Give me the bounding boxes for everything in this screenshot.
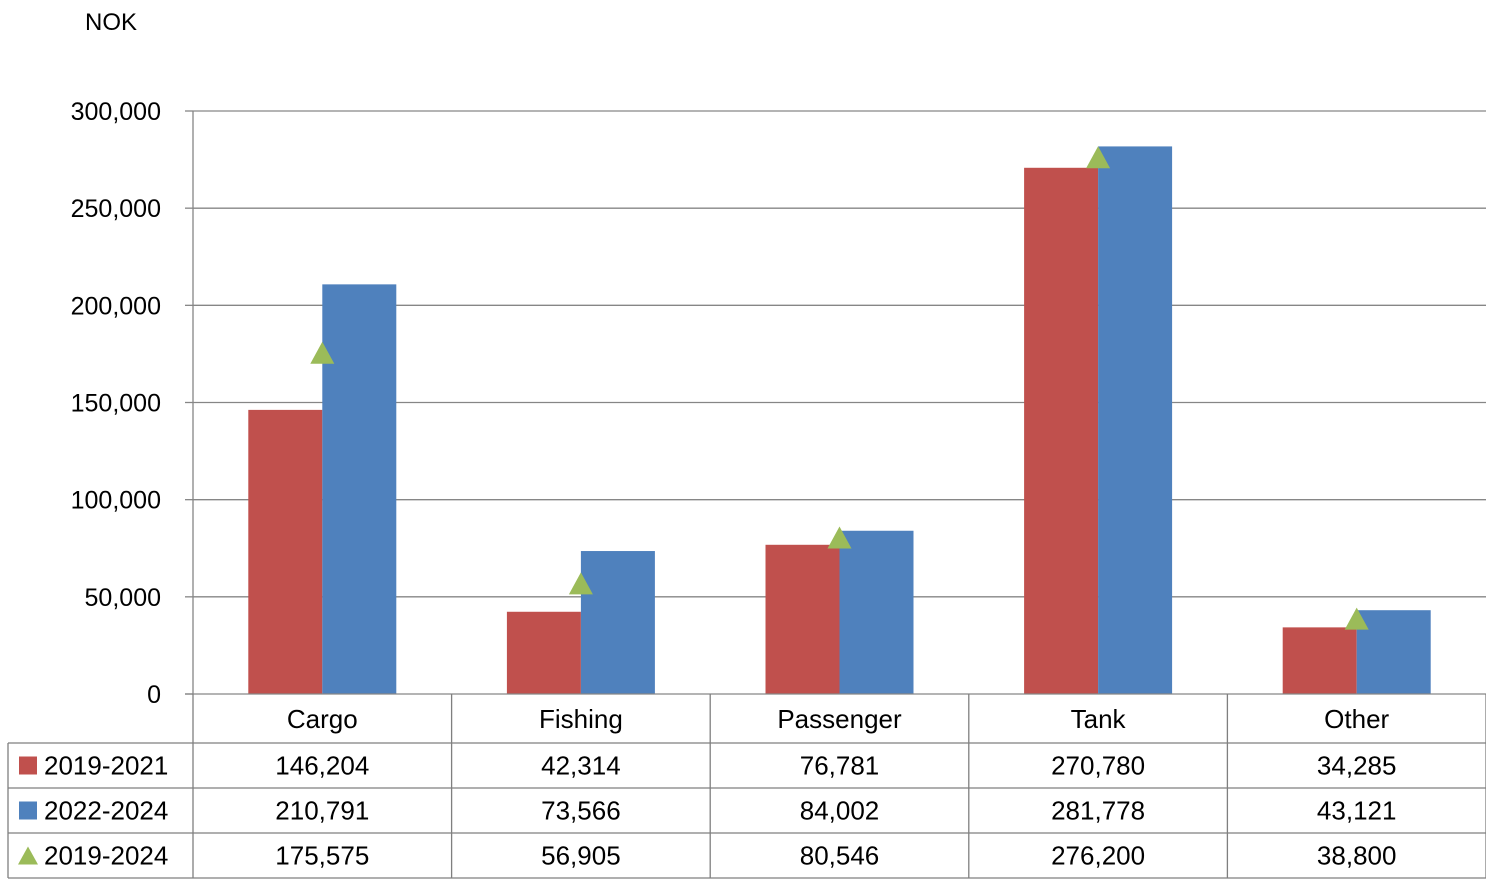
marker-2019-2024 bbox=[310, 341, 335, 364]
y-tick-label: 300,000 bbox=[71, 98, 161, 126]
category-label: Cargo bbox=[287, 704, 358, 734]
bar-2022-2024 bbox=[839, 530, 914, 694]
markers bbox=[310, 146, 1369, 630]
legend-swatch-2019-2024 bbox=[18, 846, 38, 865]
table-cell-value: 38,800 bbox=[1317, 841, 1397, 871]
table-cell-value: 76,781 bbox=[800, 751, 880, 781]
y-tick-label: 150,000 bbox=[71, 390, 161, 418]
bar-2022-2024 bbox=[1098, 146, 1173, 694]
bar-2022-2024 bbox=[1356, 610, 1431, 694]
bars bbox=[248, 146, 1431, 695]
table-cell-value: 146,204 bbox=[275, 751, 369, 781]
gridlines bbox=[193, 110, 1486, 598]
y-tick-label: 50,000 bbox=[85, 584, 161, 612]
bar-2019-2021 bbox=[1282, 627, 1357, 694]
legend-label: 2022-2024 bbox=[44, 796, 168, 826]
category-label: Fishing bbox=[539, 704, 623, 734]
table-cell-value: 73,566 bbox=[541, 796, 621, 826]
table-cell-value: 276,200 bbox=[1051, 841, 1145, 871]
table-cell-value: 56,905 bbox=[541, 841, 621, 871]
bar-2019-2021 bbox=[1024, 167, 1099, 695]
y-tick-label: 250,000 bbox=[71, 195, 161, 223]
table-cell-value: 210,791 bbox=[275, 796, 369, 826]
table-cell-value: 281,778 bbox=[1051, 796, 1145, 826]
category-label: Passenger bbox=[777, 704, 902, 734]
category-label: Tank bbox=[1071, 704, 1127, 734]
table-cell-value: 84,002 bbox=[800, 796, 880, 826]
legend-label: 2019-2024 bbox=[44, 841, 168, 871]
table-cell-value: 80,546 bbox=[800, 841, 880, 871]
marker-2019-2024 bbox=[1344, 607, 1369, 630]
table-cell-value: 42,314 bbox=[541, 751, 621, 781]
data-table: Cargo Fishing Passenger Tank Other 2019-2021 1… bbox=[7, 694, 1486, 879]
bar-2019-2021 bbox=[248, 409, 323, 694]
table-cell-value: 34,285 bbox=[1317, 751, 1397, 781]
table-cell-value: 270,780 bbox=[1051, 751, 1145, 781]
bar-2022-2024 bbox=[580, 551, 655, 694]
y-tick-label: 0 bbox=[147, 681, 161, 709]
bar-2019-2021 bbox=[506, 611, 581, 694]
axes bbox=[185, 111, 1486, 695]
category-label: Other bbox=[1324, 704, 1389, 734]
y-tick-label: 200,000 bbox=[71, 292, 161, 320]
bar-2022-2024 bbox=[322, 284, 397, 694]
table-cell-value: 43,121 bbox=[1317, 796, 1397, 826]
y-tick-label: 100,000 bbox=[71, 487, 161, 515]
legend-swatch-2022-2024 bbox=[19, 801, 37, 820]
marker-2019-2024 bbox=[568, 572, 593, 595]
table-cell-value: 175,575 bbox=[275, 841, 369, 871]
legend-label: 2019-2021 bbox=[44, 751, 168, 781]
y-axis-ticks: 0 50,000 100,000 150,000 200,000 250,000 300,0… bbox=[71, 98, 193, 709]
legend-swatch-2019-2021 bbox=[19, 756, 37, 775]
y-axis-unit-label: NOK bbox=[85, 9, 137, 36]
bar-2019-2021 bbox=[765, 544, 840, 694]
marker-2019-2024 bbox=[1086, 146, 1111, 169]
marker-2019-2024 bbox=[827, 526, 852, 549]
